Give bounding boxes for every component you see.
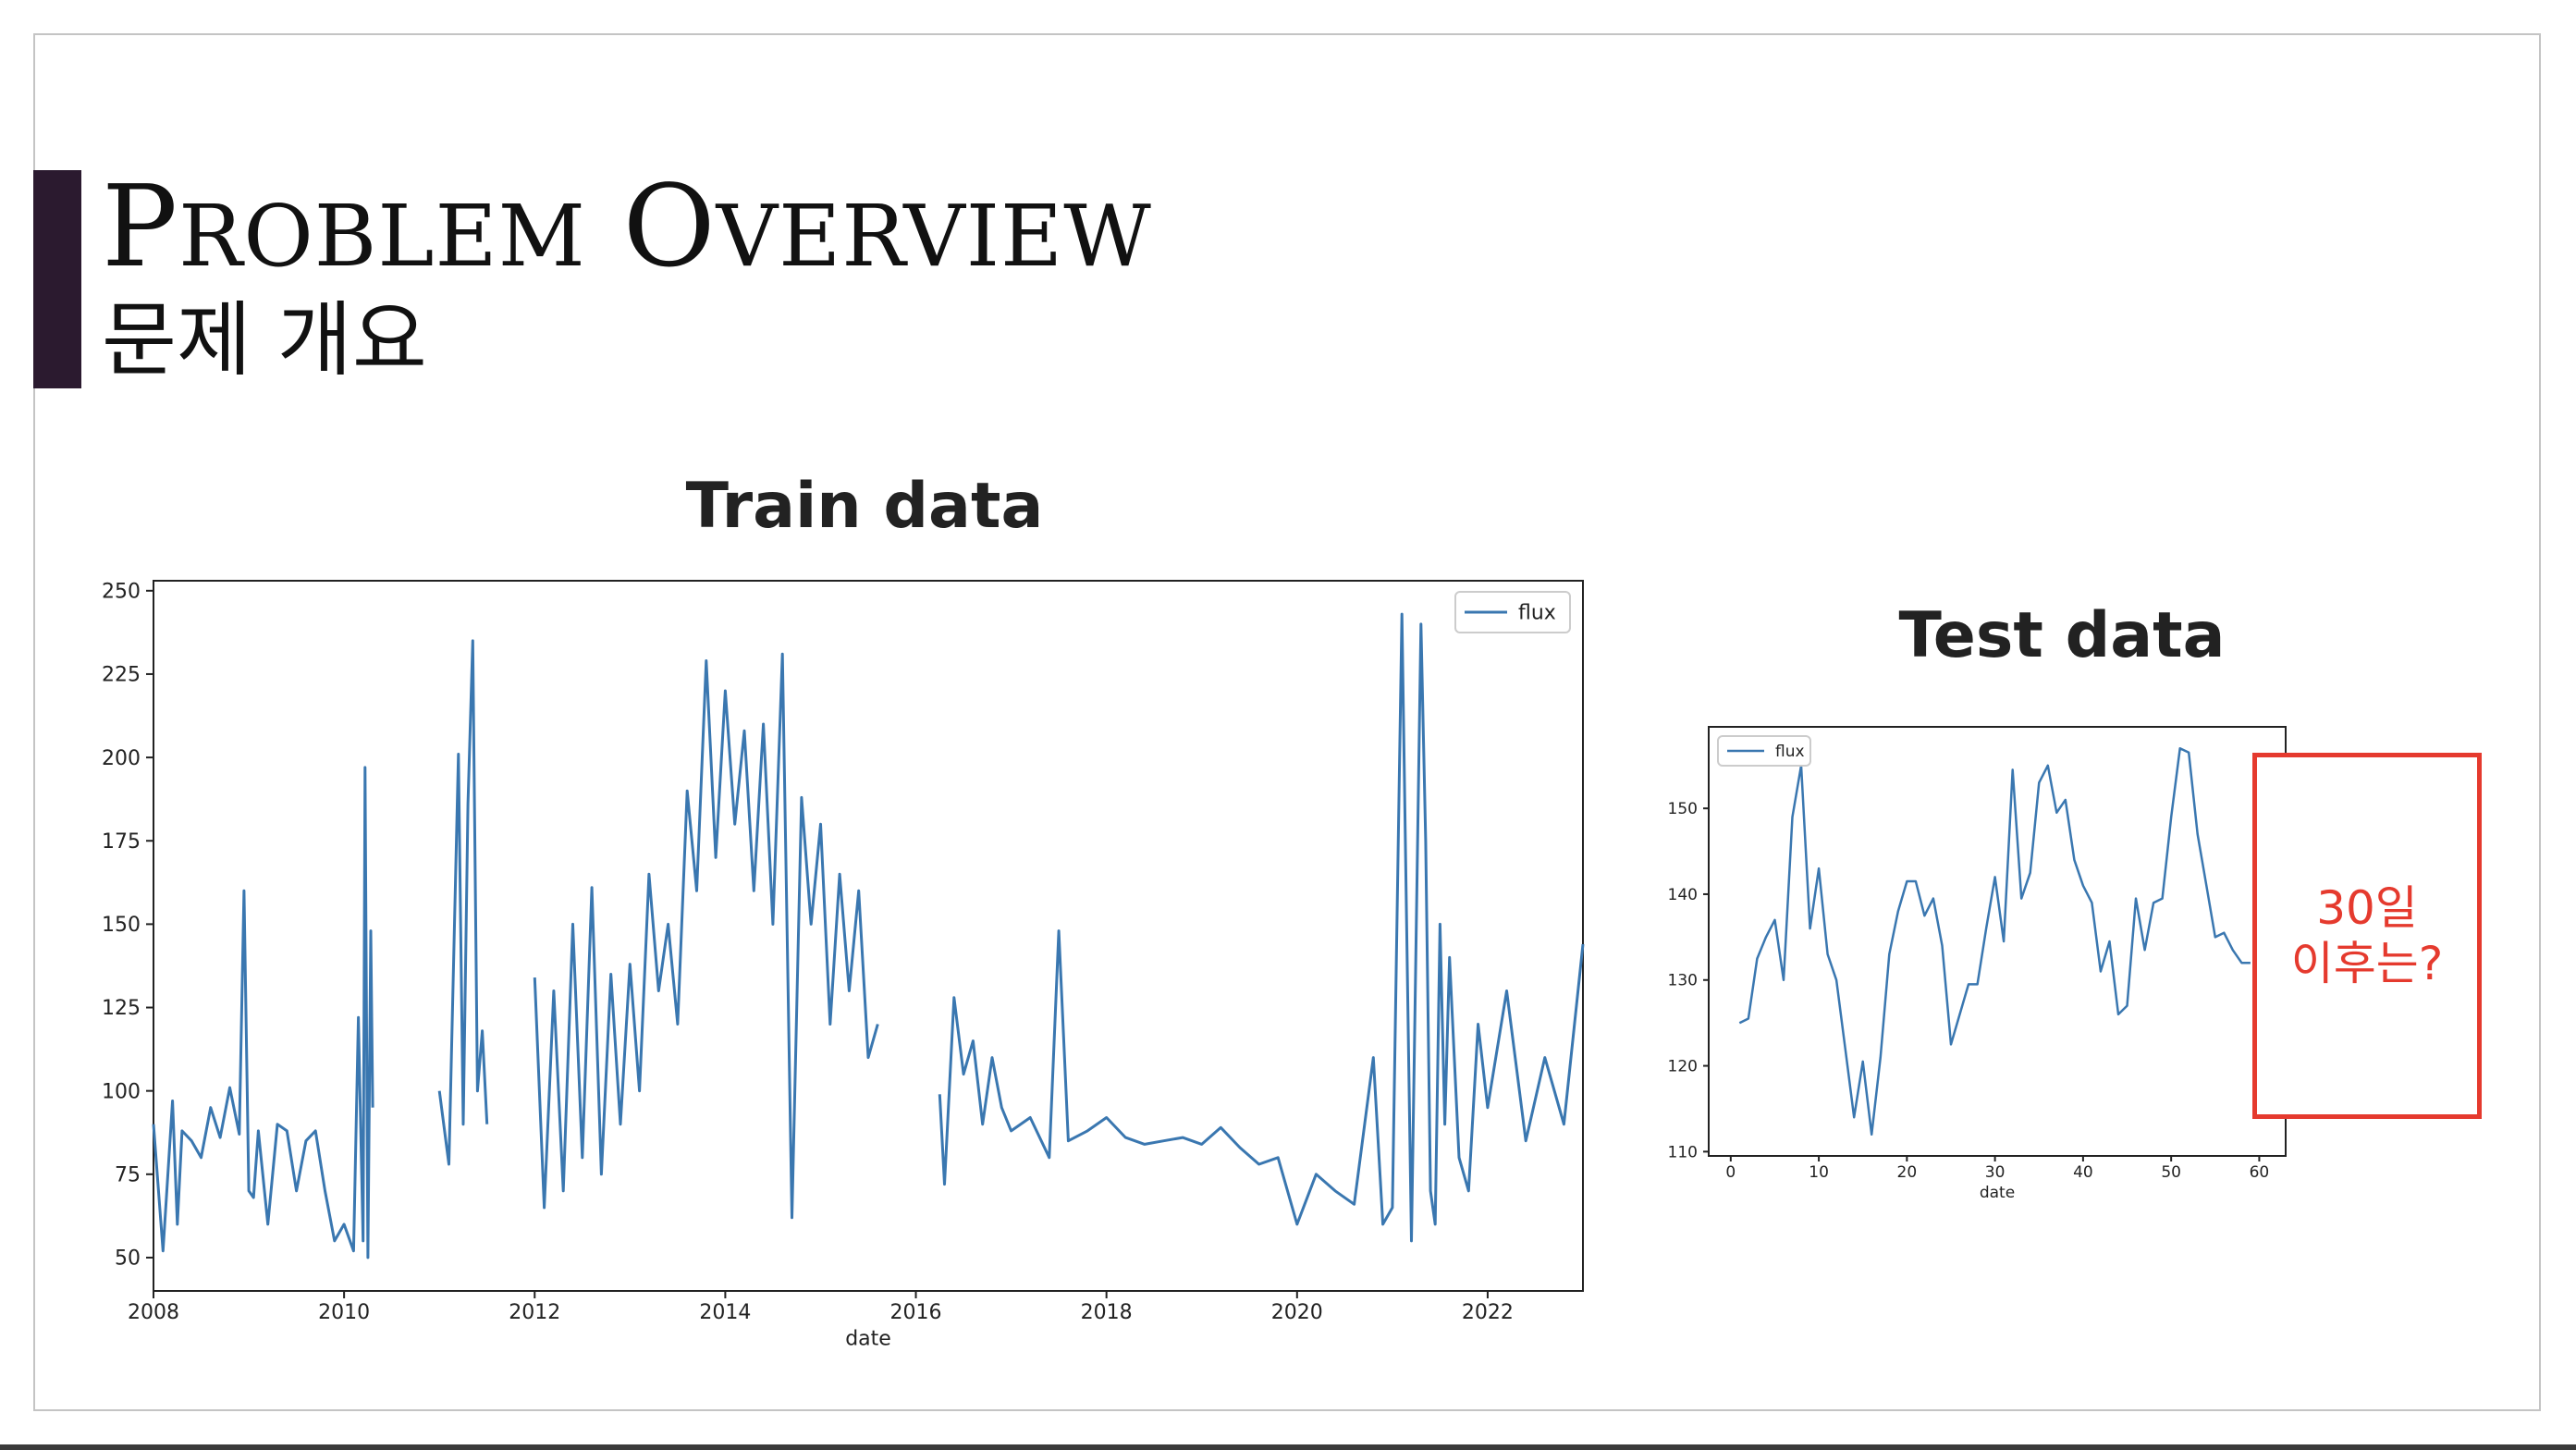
y-tick-label: 50: [115, 1247, 141, 1271]
y-tick-label: 150: [102, 914, 141, 937]
y-tick-label: 175: [102, 830, 141, 854]
x-axis-label: date: [1980, 1184, 2015, 1202]
forecast-question-callout: 30일 이후는?: [2252, 753, 2482, 1119]
y-tick-label: 140: [1668, 886, 1698, 904]
x-tick-label: 2010: [318, 1301, 370, 1324]
bottom-border: [0, 1444, 2576, 1450]
title-en-first-rest: ROBLEM: [178, 187, 586, 286]
title-en-second-initial: O: [622, 161, 717, 292]
legend-label: flux: [1518, 602, 1556, 625]
x-tick-label: 40: [2073, 1163, 2093, 1182]
x-tick-label: 2016: [890, 1301, 942, 1324]
x-tick-label: 2012: [509, 1301, 560, 1324]
callout-line-1: 30일: [2316, 881, 2418, 935]
callout-line-2: 이후는?: [2290, 937, 2444, 990]
y-tick-label: 100: [102, 1080, 141, 1103]
page-title: PROBLEM OVERVIEW: [102, 166, 1152, 297]
series-line-flux: [533, 652, 879, 1220]
x-tick-label: 20: [1897, 1163, 1918, 1182]
y-tick-label: 225: [102, 664, 141, 687]
y-tick-label: 110: [1668, 1143, 1698, 1161]
x-tick-label: 50: [2161, 1163, 2181, 1182]
y-tick-label: 250: [102, 581, 141, 604]
x-tick-label: 2018: [1081, 1301, 1133, 1324]
y-tick-label: 150: [1668, 800, 1698, 818]
legend-box: [1454, 591, 1571, 633]
legend-label: flux: [1775, 743, 1805, 761]
train-chart-title: Train data: [685, 470, 1044, 543]
x-tick-label: 0: [1725, 1163, 1736, 1182]
y-tick-label: 120: [1668, 1058, 1698, 1076]
test-chart-title: Test data: [1898, 599, 2226, 672]
x-tick-label: 10: [1809, 1163, 1829, 1182]
page-subtitle: 문제 개요: [102, 292, 427, 387]
series-line-flux: [938, 612, 1585, 1243]
x-tick-label: 2014: [699, 1301, 751, 1324]
test-chart: 0 10 20 30 40 50 60 110 120 130 140 150 date flux: [1668, 726, 2287, 1202]
plot-area: [153, 580, 1584, 1292]
x-axis-label: date: [845, 1328, 891, 1351]
x-tick-label: 2008: [128, 1301, 179, 1324]
y-tick-label: 200: [102, 747, 141, 770]
y-tick-label: 130: [1668, 972, 1698, 990]
title-en-first-initial: P: [102, 161, 179, 292]
x-tick-label: 30: [1985, 1163, 2006, 1182]
plot-area: [1708, 726, 2287, 1157]
series-line-flux: [437, 639, 489, 1166]
title-en-second-rest: VERVIEW: [716, 187, 1152, 286]
series-line-flux: [1738, 746, 2251, 1137]
x-tick-label: 2020: [1271, 1301, 1323, 1324]
y-tick-label: 75: [115, 1164, 141, 1187]
title-accent-bar: [33, 170, 81, 388]
x-tick-label: 60: [2250, 1163, 2270, 1182]
x-tick-label: 2022: [1462, 1301, 1514, 1324]
y-tick-label: 125: [102, 997, 141, 1020]
train-chart: 2008 2010 2012 2014 2016 2018 2020 2022 50 75 100 1…: [102, 580, 1585, 1351]
series-line-flux: [152, 766, 374, 1260]
